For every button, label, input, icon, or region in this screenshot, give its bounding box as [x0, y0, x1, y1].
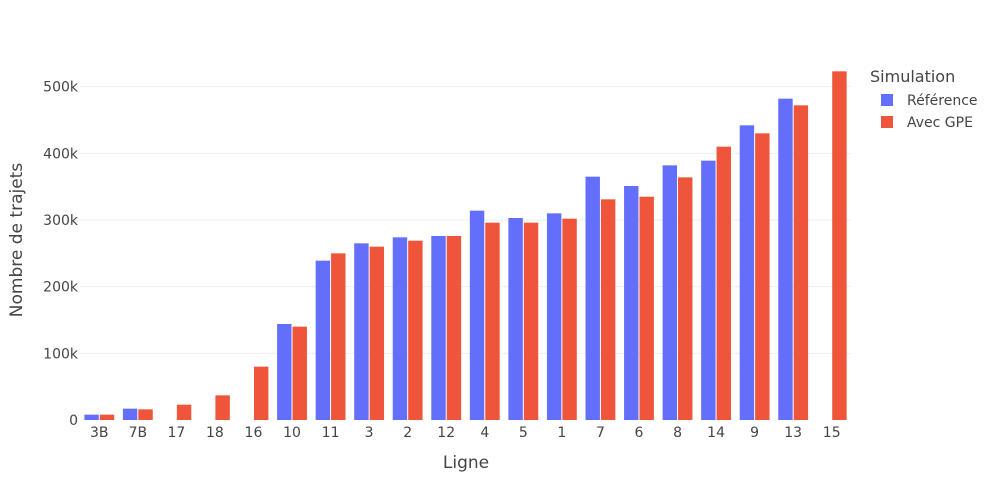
bar[interactable] — [315, 260, 331, 420]
bar[interactable] — [832, 71, 847, 420]
x-tick-label: 15 — [823, 425, 841, 441]
legend-swatch — [881, 116, 893, 128]
x-tick-label: 5 — [519, 425, 528, 441]
bar[interactable] — [392, 237, 408, 420]
y-tick-label: 400k — [43, 146, 79, 162]
legend-label: Avec GPE — [907, 115, 973, 131]
x-tick-label: 9 — [750, 425, 759, 441]
bar[interactable] — [122, 408, 138, 420]
bar[interactable] — [546, 213, 562, 420]
x-tick-label: 11 — [322, 425, 340, 441]
bar[interactable] — [793, 105, 809, 420]
x-tick-label: 13 — [784, 425, 802, 441]
bar[interactable] — [523, 222, 539, 420]
bar[interactable] — [562, 218, 577, 420]
x-tick-label: 3 — [365, 425, 374, 441]
x-tick-label: 12 — [437, 425, 455, 441]
bar[interactable] — [354, 243, 369, 420]
bar[interactable] — [408, 240, 423, 420]
x-tick-label: 16 — [245, 425, 263, 441]
bar[interactable] — [678, 177, 693, 420]
bar[interactable] — [755, 133, 770, 421]
x-tick-label: 1 — [557, 425, 566, 441]
bar[interactable] — [739, 125, 755, 420]
bar[interactable] — [469, 210, 485, 420]
bar[interactable] — [508, 218, 523, 420]
bar[interactable] — [331, 253, 346, 420]
x-tick-label: 2 — [403, 425, 412, 441]
bar[interactable] — [600, 199, 616, 420]
legend-title: Simulation — [870, 67, 955, 86]
gridlines — [80, 86, 851, 354]
bar[interactable] — [84, 414, 99, 420]
bar[interactable] — [716, 146, 731, 420]
bar[interactable] — [701, 160, 716, 420]
bar[interactable] — [446, 236, 462, 420]
bar[interactable] — [292, 326, 307, 420]
x-tick-label: 14 — [707, 425, 725, 441]
legend[interactable]: Simulation Référence Avec GPE — [870, 67, 978, 131]
bar[interactable] — [585, 176, 600, 420]
bar[interactable] — [778, 98, 793, 421]
bars — [84, 71, 847, 421]
y-axis-title: Nombre de trajets — [7, 163, 27, 318]
legend-swatch — [881, 94, 893, 106]
bar[interactable] — [215, 395, 230, 420]
y-axis-ticks: 0 100k 200k 300k 400k 500k — [43, 80, 79, 429]
bar[interactable] — [485, 222, 500, 420]
x-tick-label: 7 — [596, 425, 605, 441]
x-tick-label: 8 — [673, 425, 682, 441]
bar[interactable] — [138, 409, 153, 420]
y-tick-label: 500k — [43, 80, 79, 96]
bar[interactable] — [431, 236, 446, 420]
bar[interactable] — [277, 324, 292, 420]
x-tick-label: 18 — [206, 425, 224, 441]
bar[interactable] — [99, 414, 115, 420]
bar[interactable] — [176, 404, 192, 420]
bar[interactable] — [662, 165, 678, 420]
y-tick-label: 300k — [43, 213, 79, 229]
bar[interactable] — [639, 196, 654, 420]
x-axis-ticks: 3B 7B 17 18 16 10 11 3 2 12 4 5 1 7 6 8 14 9 13 15 — [90, 425, 841, 441]
x-tick-label: 17 — [167, 425, 185, 441]
bar[interactable] — [253, 366, 269, 420]
x-tick-label: 7B — [129, 425, 148, 441]
bar[interactable] — [369, 246, 385, 420]
x-tick-label: 4 — [480, 425, 489, 441]
y-tick-label: 200k — [43, 280, 79, 296]
y-tick-label: 100k — [43, 346, 79, 362]
legend-label: Référence — [907, 93, 978, 109]
x-axis-title: Ligne — [443, 453, 489, 473]
x-tick-label: 3B — [90, 425, 109, 441]
y-tick-label: 0 — [69, 413, 78, 429]
x-tick-label: 10 — [283, 425, 301, 441]
x-tick-label: 6 — [635, 425, 644, 441]
bar[interactable] — [624, 186, 639, 420]
